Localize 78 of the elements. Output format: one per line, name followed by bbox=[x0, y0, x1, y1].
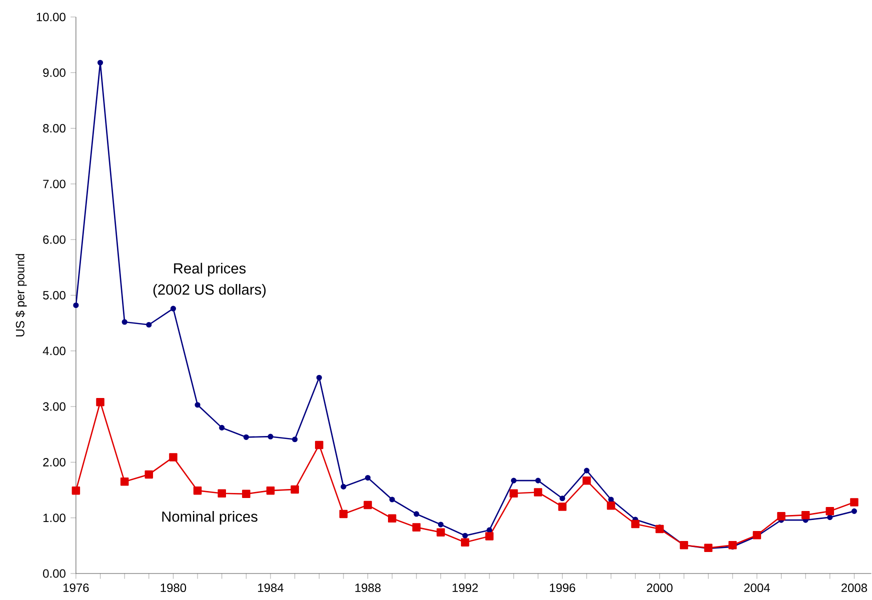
point bbox=[534, 488, 542, 496]
point bbox=[96, 398, 104, 406]
point bbox=[560, 495, 566, 501]
x-tick-label: 2000 bbox=[646, 583, 673, 592]
y-tick-label: 8.00 bbox=[43, 124, 66, 132]
point bbox=[728, 540, 737, 550]
annotation: (2002 US dollars) bbox=[153, 284, 266, 298]
point bbox=[851, 508, 858, 514]
point bbox=[144, 470, 154, 478]
point bbox=[219, 424, 225, 430]
point bbox=[414, 510, 420, 517]
y-tick-label: 6.00 bbox=[43, 235, 66, 244]
point bbox=[389, 496, 395, 502]
x-tick-label: 1992 bbox=[452, 583, 478, 592]
y-tick-label: 1.00 bbox=[43, 513, 66, 522]
point bbox=[752, 530, 762, 540]
point bbox=[436, 528, 445, 536]
x-tick-label: 1976 bbox=[64, 583, 89, 592]
x-tick-label: 2004 bbox=[744, 583, 770, 592]
point bbox=[850, 498, 858, 506]
point bbox=[364, 474, 371, 480]
point bbox=[438, 522, 444, 528]
x-tick-label: 1996 bbox=[550, 583, 576, 592]
point bbox=[485, 532, 494, 540]
y-tick-label: 2.00 bbox=[43, 458, 66, 466]
y-tick-label: 0.00 bbox=[43, 569, 66, 578]
point bbox=[535, 478, 541, 484]
point bbox=[826, 506, 834, 516]
point bbox=[170, 306, 176, 312]
y-tick-label: 5.00 bbox=[43, 290, 66, 300]
point bbox=[462, 532, 468, 538]
x-tick-label: 1980 bbox=[160, 583, 186, 592]
point bbox=[194, 402, 200, 408]
point bbox=[631, 520, 640, 528]
point bbox=[73, 302, 79, 308]
point bbox=[72, 486, 80, 494]
y-axis-title: US $ per pound bbox=[15, 254, 27, 336]
point bbox=[97, 60, 104, 66]
point bbox=[193, 486, 202, 494]
x-tick-label: 2008 bbox=[841, 583, 868, 592]
series-label: Nominal prices bbox=[162, 510, 258, 524]
point bbox=[290, 485, 299, 494]
y-tick-label: 3.00 bbox=[43, 402, 66, 411]
point bbox=[315, 440, 324, 449]
point bbox=[584, 468, 590, 474]
text: Real prices bbox=[174, 262, 246, 276]
point bbox=[582, 476, 591, 484]
point bbox=[242, 490, 250, 498]
point bbox=[412, 522, 421, 532]
point bbox=[558, 502, 566, 511]
point bbox=[801, 510, 810, 519]
point bbox=[364, 500, 372, 509]
y-tick-label: 9.00 bbox=[43, 68, 66, 77]
point bbox=[656, 524, 664, 533]
point bbox=[606, 501, 616, 510]
point bbox=[268, 434, 274, 440]
point bbox=[388, 514, 396, 522]
x-tick-label: 1984 bbox=[258, 583, 284, 592]
point bbox=[122, 318, 128, 325]
point bbox=[510, 489, 518, 498]
x-tick-label: 1988 bbox=[355, 583, 381, 592]
point bbox=[243, 434, 249, 440]
point bbox=[266, 486, 275, 494]
point bbox=[316, 374, 322, 380]
y-tick-label: 4.00 bbox=[42, 346, 66, 355]
point bbox=[339, 510, 348, 518]
y-tick-label: 7.00 bbox=[43, 179, 66, 188]
point bbox=[460, 538, 470, 546]
point bbox=[218, 489, 226, 498]
point bbox=[169, 452, 178, 462]
point bbox=[146, 322, 152, 328]
point bbox=[120, 477, 129, 486]
y-tick-label: 10.00 bbox=[36, 12, 66, 22]
point bbox=[340, 484, 346, 490]
point bbox=[777, 512, 786, 520]
point bbox=[486, 527, 492, 533]
point bbox=[292, 436, 298, 442]
point bbox=[510, 478, 517, 484]
